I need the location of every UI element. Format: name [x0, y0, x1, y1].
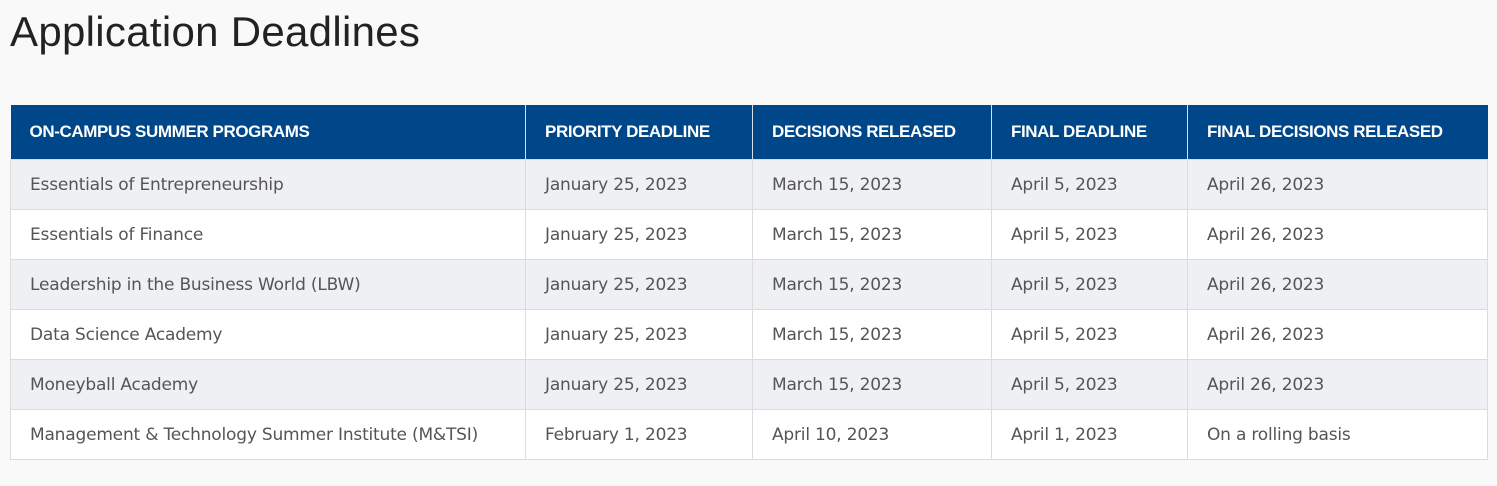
cell-decisions-released: March 15, 2023 — [752, 209, 992, 260]
cell-program: Data Science Academy — [10, 309, 526, 360]
cell-final-deadline: April 5, 2023 — [991, 259, 1188, 310]
cell-final-decisions-released: April 26, 2023 — [1187, 159, 1488, 210]
cell-decisions-released: April 10, 2023 — [752, 409, 992, 460]
cell-priority-deadline: February 1, 2023 — [525, 409, 753, 460]
column-header-final-deadline: FINAL DEADLINE — [991, 105, 1188, 160]
table-row: Leadership in the Business World (LBW) Ja… — [10, 259, 1488, 310]
table-row: Essentials of Entrepreneurship January 25… — [10, 159, 1488, 210]
column-header-priority-deadline: PRIORITY DEADLINE — [525, 105, 753, 160]
cell-final-deadline: April 1, 2023 — [991, 409, 1188, 460]
cell-priority-deadline: January 25, 2023 — [525, 259, 753, 310]
column-header-decisions-released: DECISIONS RELEASED — [752, 105, 992, 160]
cell-final-decisions-released: April 26, 2023 — [1187, 209, 1488, 260]
cell-decisions-released: March 15, 2023 — [752, 359, 992, 410]
cell-priority-deadline: January 25, 2023 — [525, 159, 753, 210]
deadlines-table: ON-CAMPUS SUMMER PROGRAMS PRIORITY DEADLI… — [10, 105, 1488, 460]
table-row: Essentials of Finance January 25, 2023 Mar… — [10, 209, 1488, 260]
column-header-program: ON-CAMPUS SUMMER PROGRAMS — [10, 105, 526, 160]
column-header-final-decisions-released: FINAL DECISIONS RELEASED — [1187, 105, 1488, 160]
table-row: Moneyball Academy January 25, 2023 March 1… — [10, 359, 1488, 410]
cell-decisions-released: March 15, 2023 — [752, 309, 992, 360]
cell-program: Essentials of Finance — [10, 209, 526, 260]
cell-program: Essentials of Entrepreneurship — [10, 159, 526, 210]
cell-program: Moneyball Academy — [10, 359, 526, 410]
cell-program: Leadership in the Business World (LBW) — [10, 259, 526, 310]
table-row: Management & Technology Summer Institute… — [10, 409, 1488, 460]
cell-final-decisions-released: On a rolling basis — [1187, 409, 1488, 460]
cell-final-decisions-released: April 26, 2023 — [1187, 259, 1488, 310]
cell-final-deadline: April 5, 2023 — [991, 359, 1188, 410]
cell-final-decisions-released: April 26, 2023 — [1187, 359, 1488, 410]
cell-program: Management & Technology Summer Institute… — [10, 409, 526, 460]
cell-final-deadline: April 5, 2023 — [991, 309, 1188, 360]
cell-final-decisions-released: April 26, 2023 — [1187, 309, 1488, 360]
page-title: Application Deadlines — [10, 8, 421, 55]
cell-priority-deadline: January 25, 2023 — [525, 309, 753, 360]
cell-final-deadline: April 5, 2023 — [991, 209, 1188, 260]
cell-final-deadline: April 5, 2023 — [991, 159, 1188, 210]
table-row: Data Science Academy January 25, 2023 Marc… — [10, 309, 1488, 360]
cell-priority-deadline: January 25, 2023 — [525, 209, 753, 260]
cell-decisions-released: March 15, 2023 — [752, 259, 992, 310]
table-header-row: ON-CAMPUS SUMMER PROGRAMS PRIORITY DEADLI… — [10, 105, 1488, 160]
cell-decisions-released: March 15, 2023 — [752, 159, 992, 210]
cell-priority-deadline: January 25, 2023 — [525, 359, 753, 410]
